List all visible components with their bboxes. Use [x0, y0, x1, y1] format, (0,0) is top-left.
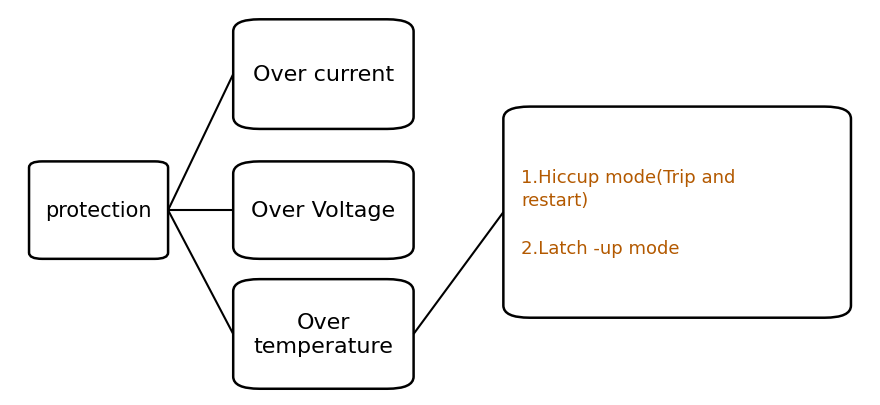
FancyBboxPatch shape	[233, 20, 414, 130]
Text: protection: protection	[45, 200, 152, 221]
Text: Over Voltage: Over Voltage	[252, 200, 395, 221]
FancyBboxPatch shape	[233, 162, 414, 259]
Text: Over
temperature: Over temperature	[253, 313, 393, 356]
FancyBboxPatch shape	[503, 107, 851, 318]
FancyBboxPatch shape	[233, 279, 414, 389]
Text: Over current: Over current	[253, 65, 394, 85]
FancyBboxPatch shape	[29, 162, 168, 259]
Text: 1.Hiccup mode(Trip and
restart)

2.Latch -up mode: 1.Hiccup mode(Trip and restart) 2.Latch …	[521, 168, 736, 257]
